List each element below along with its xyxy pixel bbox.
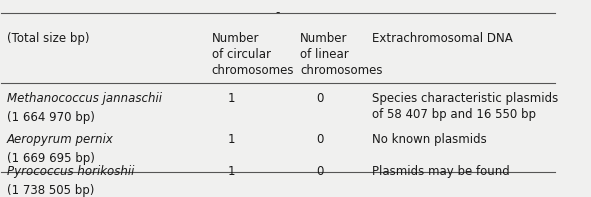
- Text: No known plasmids: No known plasmids: [372, 133, 487, 146]
- Text: 1: 1: [228, 92, 236, 105]
- Text: 0: 0: [317, 92, 324, 105]
- Text: 0: 0: [317, 133, 324, 146]
- Text: Methanococcus jannaschii: Methanococcus jannaschii: [7, 92, 162, 105]
- Text: (1 738 505 bp): (1 738 505 bp): [7, 184, 95, 197]
- Text: Plasmids may be found: Plasmids may be found: [372, 165, 509, 178]
- Text: 0: 0: [317, 165, 324, 178]
- Text: (Total size bp): (Total size bp): [7, 32, 89, 45]
- Text: -: -: [276, 7, 280, 20]
- Text: Extrachromosomal DNA: Extrachromosomal DNA: [372, 32, 513, 45]
- Text: Pyrococcus horikoshii: Pyrococcus horikoshii: [7, 165, 134, 178]
- Text: Species characteristic plasmids
of 58 407 bp and 16 550 bp: Species characteristic plasmids of 58 40…: [372, 92, 558, 121]
- Text: 1: 1: [228, 165, 236, 178]
- Text: 1: 1: [228, 133, 236, 146]
- Text: (1 664 970 bp): (1 664 970 bp): [7, 111, 95, 124]
- Text: (1 669 695 bp): (1 669 695 bp): [7, 151, 95, 164]
- Text: Number
of circular
chromosomes: Number of circular chromosomes: [212, 32, 294, 77]
- Text: Aeropyrum pernix: Aeropyrum pernix: [7, 133, 114, 146]
- Text: Number
of linear
chromosomes: Number of linear chromosomes: [300, 32, 382, 77]
